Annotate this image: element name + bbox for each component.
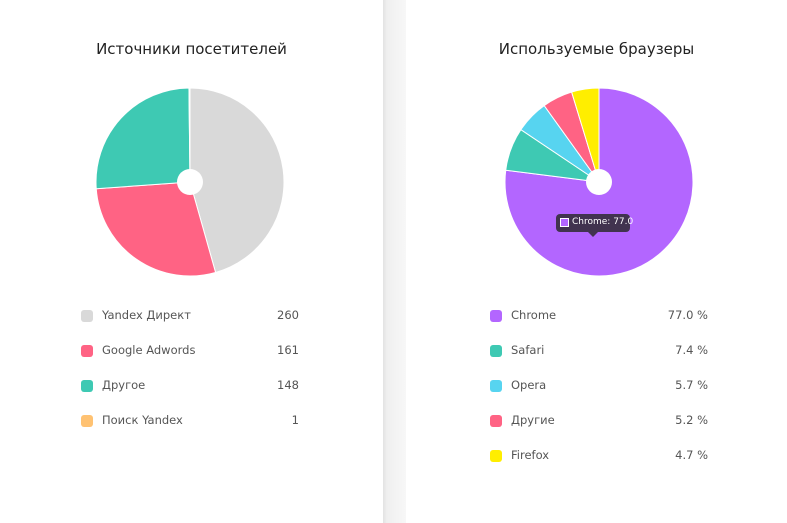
legend-item-opera[interactable]: Opera 5.7 % bbox=[490, 374, 708, 409]
legend-value: 260 bbox=[277, 308, 299, 322]
pie-slice-поиск-yandex[interactable] bbox=[188, 87, 191, 183]
visitor-sources-legend: Yandex Директ 260 Google Adwords 161 Другое 1… bbox=[81, 304, 299, 444]
browsers-legend: Chrome 77.0 % Safari 7.4 % Opera 5.7 % Другие 5… bbox=[490, 304, 708, 479]
legend-swatch bbox=[490, 310, 502, 322]
legend-label: Поиск Yandex bbox=[102, 413, 183, 427]
legend-value: 4.7 % bbox=[675, 448, 708, 462]
pie-center-hole bbox=[586, 169, 612, 195]
legend-item-yandex-директ[interactable]: Yandex Директ 260 bbox=[81, 304, 299, 339]
legend-label: Chrome bbox=[511, 308, 557, 322]
legend-swatch bbox=[490, 450, 502, 462]
legend-value: 5.7 % bbox=[675, 378, 708, 392]
visitor-sources-title: Источники посетителей bbox=[96, 40, 287, 58]
legend-item-другое[interactable]: Другое 148 bbox=[81, 374, 299, 409]
legend-swatch bbox=[490, 380, 502, 392]
pie-slice-yandex-директ[interactable] bbox=[189, 87, 285, 274]
legend-swatch bbox=[81, 380, 93, 392]
legend-item-safari[interactable]: Safari 7.4 % bbox=[490, 339, 708, 374]
legend-swatch bbox=[81, 310, 93, 322]
visitor-sources-pie-chart[interactable] bbox=[94, 86, 286, 278]
legend-label: Firefox bbox=[511, 448, 550, 462]
tooltip-caret bbox=[588, 232, 598, 237]
legend-item-chrome[interactable]: Chrome 77.0 % bbox=[490, 304, 708, 339]
legend-swatch bbox=[81, 415, 93, 427]
pie-slice-другое[interactable] bbox=[95, 87, 191, 190]
legend-label: Google Adwords bbox=[102, 343, 196, 357]
browsers-pie-chart[interactable] bbox=[503, 86, 695, 278]
legend-value: 148 bbox=[277, 378, 299, 392]
chart-tooltip: Chrome: 77.0 bbox=[556, 214, 634, 237]
legend-item-другие[interactable]: Другие 5.2 % bbox=[490, 409, 708, 444]
legend-value: 77.0 % bbox=[667, 308, 708, 322]
legend-label: Safari bbox=[511, 343, 545, 357]
legend-label: Другое bbox=[102, 378, 146, 392]
legend-swatch bbox=[81, 345, 93, 357]
legend-value: 1 bbox=[291, 413, 299, 427]
legend-item-firefox[interactable]: Firefox 4.7 % bbox=[490, 444, 708, 479]
legend-value: 7.4 % bbox=[675, 343, 708, 357]
legend-label: Opera bbox=[511, 378, 547, 392]
browsers-panel: Используемые браузеры Chrome 77.0 % Safari… bbox=[406, 0, 787, 523]
browsers-title: Используемые браузеры bbox=[498, 40, 695, 58]
legend-label: Другие bbox=[511, 413, 555, 427]
tooltip-color-swatch bbox=[560, 218, 569, 227]
pie-center-hole bbox=[177, 169, 203, 195]
legend-value: 5.2 % bbox=[675, 413, 708, 427]
legend-value: 161 bbox=[277, 343, 299, 357]
legend-item-google-adwords[interactable]: Google Adwords 161 bbox=[81, 339, 299, 374]
legend-swatch bbox=[490, 415, 502, 427]
legend-label: Yandex Директ bbox=[102, 308, 191, 322]
legend-swatch bbox=[490, 345, 502, 357]
visitor-sources-panel: Источники посетителей Yandex Директ 260 Go… bbox=[0, 0, 383, 523]
pie-slice-firefox[interactable] bbox=[571, 87, 600, 183]
legend-item-поиск-yandex[interactable]: Поиск Yandex 1 bbox=[81, 409, 299, 444]
tooltip-text: Chrome: 77.0 bbox=[572, 217, 634, 227]
panel-divider bbox=[383, 0, 406, 523]
pie-slice-google-adwords[interactable] bbox=[95, 181, 217, 277]
